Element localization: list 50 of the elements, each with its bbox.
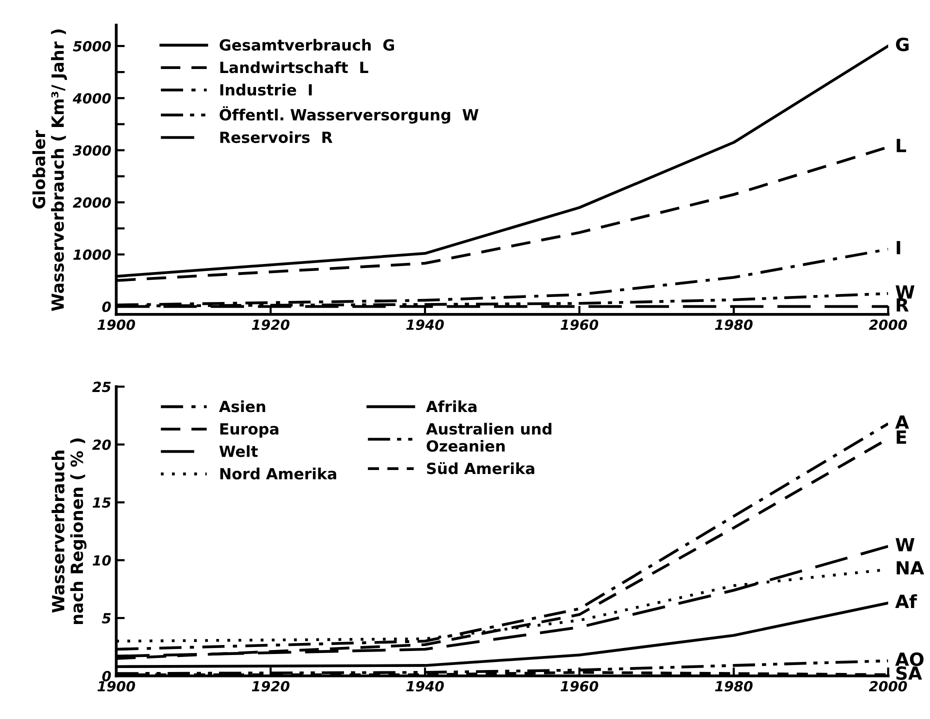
x-tick-label: 1920 (252, 319, 290, 330)
text: E (896, 430, 906, 444)
y-tick-label: 2000 (72, 197, 111, 208)
text: I (896, 241, 900, 254)
y-tick-label: 20 (92, 439, 111, 450)
legend-label: Afrika (426, 400, 476, 412)
text: SA (896, 666, 922, 680)
legend-label: Landwirtschaft L (220, 61, 368, 74)
text: R (896, 298, 909, 312)
y-tick-label: 3000 (72, 145, 111, 156)
y-tick-label: 10 (92, 555, 111, 566)
x-tick-label: 1980 (715, 319, 753, 330)
x-tick-label: 1900 (98, 319, 136, 330)
x-tick-label: 1980 (715, 680, 753, 692)
text: AO (895, 652, 924, 666)
y-tick-label: 5000 (72, 40, 111, 52)
y-tick-label: 0 (102, 302, 111, 312)
y-tick-label: 25 (92, 382, 111, 392)
y-tick-label: 4000 (72, 93, 111, 104)
x-tick-label: 1960 (560, 680, 598, 692)
text: A (895, 416, 909, 429)
x-tick-label: 1940 (406, 319, 444, 330)
legend-label: Australien und Ozeanien (426, 422, 552, 452)
y-tick-label: 1000 (73, 249, 111, 260)
legend-label: Süd Amerika (427, 462, 534, 474)
x-tick-label: 2000 (868, 680, 907, 692)
x-tick-label: 1960 (560, 319, 598, 330)
legend-label: Nord Amerika (220, 468, 336, 480)
y-axis-title: Wasserverbrauch nach Regionen ( % ) (52, 438, 87, 624)
y-tick-label: 15 (92, 497, 111, 508)
legend-label: Asien (219, 400, 266, 412)
legend-label: Reservoirs R (220, 131, 332, 144)
x-tick-label: 2000 (868, 319, 907, 330)
text: W (896, 538, 914, 552)
text: L (896, 138, 906, 152)
legend-label: Öffentl. Wasserversorgung W (220, 106, 478, 124)
x-tick-label: 1940 (406, 680, 444, 692)
legend-label: Europa (220, 423, 278, 438)
y-axis-title: Globaler Wasserverbrauch ( Km³/ Jahr ) (32, 29, 68, 311)
y-tick-label: 5 (102, 613, 111, 624)
x-tick-label: 1920 (252, 680, 290, 692)
legend-label: Gesamtverbrauch G (220, 38, 394, 51)
y-tick-label: 0 (102, 670, 111, 682)
text: NA (896, 561, 924, 574)
legend-label: Welt (219, 445, 258, 458)
legend-label: Industrie I (220, 84, 312, 96)
text: Af (895, 594, 918, 608)
text: G (896, 38, 909, 52)
x-tick-label: 1900 (98, 680, 136, 692)
text: W (896, 285, 914, 298)
